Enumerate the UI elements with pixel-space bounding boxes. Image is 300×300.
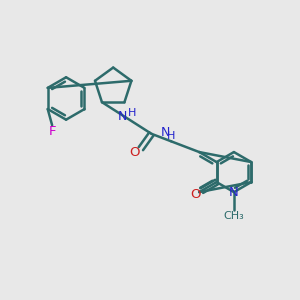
Text: O: O	[190, 188, 201, 201]
Text: N: N	[229, 187, 239, 200]
Text: H: H	[128, 108, 136, 118]
Text: H: H	[167, 131, 176, 141]
Text: CH₃: CH₃	[224, 211, 244, 221]
Text: N: N	[118, 110, 128, 123]
Text: F: F	[49, 125, 56, 138]
Text: N: N	[161, 126, 170, 139]
Text: O: O	[129, 146, 140, 159]
